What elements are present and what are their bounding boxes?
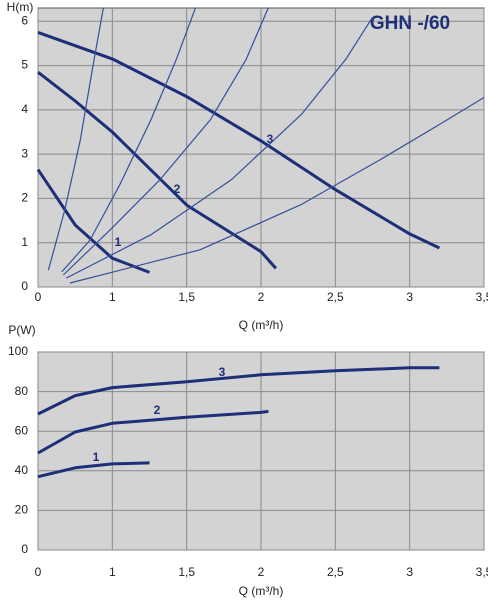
pump-curve: [37, 409, 269, 455]
system-curve: [61, 7, 197, 273]
x-tick-label: 1,5: [178, 290, 195, 304]
pump-curve: [37, 366, 440, 416]
y-axis-label: H(m): [7, 0, 34, 14]
x-tick-label: 2,5: [327, 290, 344, 304]
curve-label: 1: [93, 450, 100, 464]
x-tick-label: 1: [109, 565, 116, 579]
x-tick-label: 2: [258, 565, 265, 579]
x-axis-label: Q (m³/h): [239, 584, 284, 598]
system-curve: [47, 7, 104, 271]
curve-label: 3: [267, 132, 274, 146]
x-tick-label: 3: [406, 290, 413, 304]
y-tick-label: 0: [21, 279, 28, 293]
x-tick-label: 3: [406, 565, 413, 579]
x-tick-label: 3,5: [476, 290, 488, 304]
curve-label: 2: [174, 182, 181, 196]
system-curve: [62, 7, 269, 276]
x-tick-label: 2,5: [327, 565, 344, 579]
y-tick-label: 60: [15, 423, 29, 437]
system-curve: [65, 16, 374, 279]
y-tick-label: 0: [21, 542, 28, 556]
y-tick-label: 40: [15, 463, 29, 477]
y-tick-label: 2: [21, 191, 28, 205]
x-tick-label: 0: [35, 290, 42, 304]
y-tick-label: 1: [21, 235, 28, 249]
y-tick-label: 5: [21, 58, 28, 72]
y-tick-label: 80: [15, 384, 29, 398]
x-tick-label: 2: [258, 290, 265, 304]
y-tick-label: 6: [21, 13, 28, 27]
pump-curve: [36, 168, 151, 274]
curve-label: 3: [219, 365, 226, 379]
x-tick-label: 1: [109, 290, 116, 304]
curve-label: 1: [115, 235, 122, 249]
y-tick-label: 20: [15, 503, 29, 517]
pump-curve: [37, 461, 150, 479]
y-tick-label: 100: [8, 344, 28, 358]
x-tick-label: 1,5: [178, 565, 195, 579]
pump-curve: [37, 71, 278, 270]
x-axis-label: Q (m³/h): [239, 318, 284, 332]
y-axis-label: P(W): [8, 323, 35, 337]
system-curve: [69, 96, 485, 284]
x-tick-label: 0: [35, 565, 42, 579]
pump-curve: [37, 30, 441, 250]
y-tick-label: 4: [21, 102, 28, 116]
curve-label: 2: [154, 403, 161, 417]
chart-title: GHN -/60: [370, 13, 450, 34]
x-tick-label: 3,5: [476, 565, 488, 579]
y-tick-label: 3: [21, 146, 28, 160]
